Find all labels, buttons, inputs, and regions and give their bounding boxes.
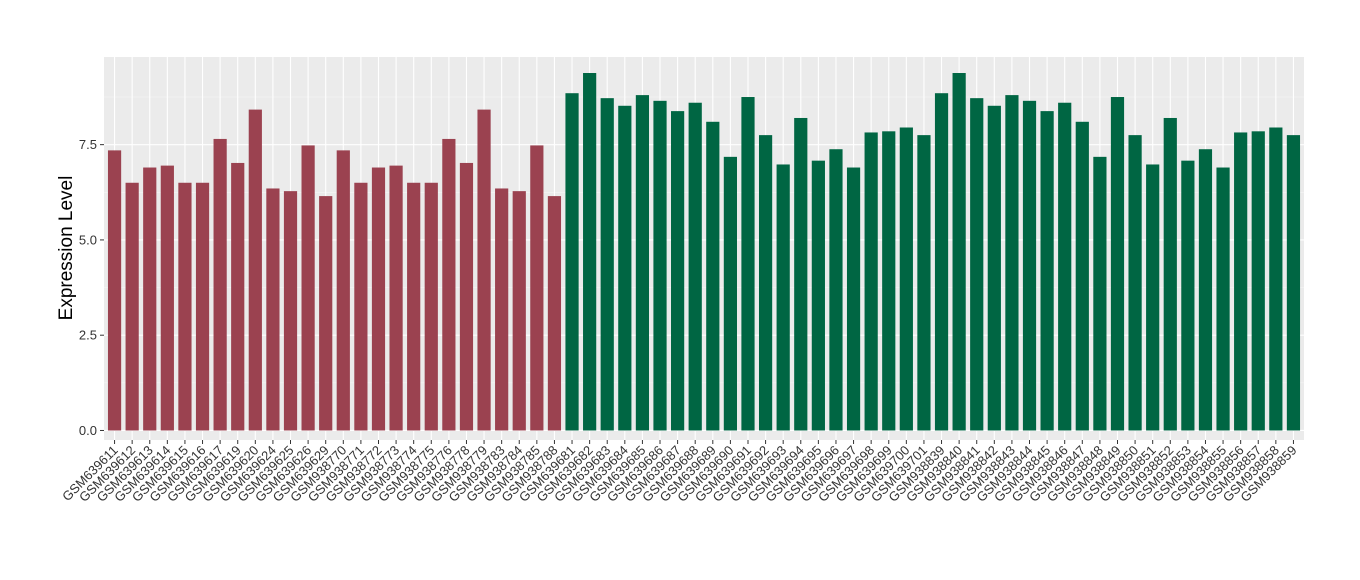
- bar: [1093, 156, 1107, 431]
- bar: [1216, 167, 1230, 431]
- bar: [758, 135, 773, 431]
- bar: [952, 73, 966, 431]
- bar: [495, 188, 509, 431]
- bar: [354, 182, 368, 431]
- y-tick-label: 5.0: [79, 232, 97, 247]
- bar: [1269, 127, 1283, 431]
- bar: [301, 145, 315, 431]
- bar: [811, 160, 825, 431]
- bar: [407, 182, 421, 431]
- y-axis-title: Expression Level: [56, 176, 77, 321]
- bar: [319, 196, 333, 431]
- bar: [934, 93, 949, 431]
- bar: [477, 109, 491, 431]
- bar: [671, 111, 685, 431]
- bar: [829, 149, 843, 431]
- bar: [459, 162, 474, 431]
- bars: [107, 73, 1301, 431]
- bar: [512, 191, 526, 431]
- bar: [1146, 164, 1160, 431]
- bar: [442, 138, 456, 431]
- x-axis: GSM639611GSM639612GSM639613GSM639614GSM6…: [59, 440, 1300, 505]
- bar: [864, 132, 878, 431]
- bar: [1163, 117, 1177, 431]
- bar: [899, 127, 913, 431]
- bar: [195, 182, 210, 431]
- bar: [1022, 100, 1037, 431]
- bar: [424, 182, 438, 431]
- bar: [1286, 135, 1301, 431]
- bar: [389, 165, 403, 431]
- y-tick-label: 0.0: [79, 423, 97, 438]
- bar: [1040, 111, 1054, 431]
- y-tick-label: 2.5: [79, 328, 97, 343]
- bar: [371, 167, 386, 431]
- bar: [107, 150, 122, 431]
- bar: [917, 135, 931, 431]
- bar: [565, 93, 579, 431]
- bar: [1128, 135, 1142, 431]
- bar: [143, 167, 157, 431]
- bar: [882, 131, 896, 431]
- y-tick-label: 7.5: [79, 137, 97, 152]
- bar: [530, 145, 544, 431]
- bar: [1181, 160, 1195, 431]
- bar: [125, 182, 139, 431]
- bar: [178, 182, 192, 431]
- bar: [1058, 102, 1072, 431]
- bar: [987, 105, 1001, 431]
- bar: [846, 167, 861, 431]
- y-axis: 0.0 2.5 5.0 7.5: [79, 137, 104, 438]
- bar: [231, 162, 245, 431]
- bar: [741, 97, 755, 431]
- bar: [688, 102, 702, 431]
- bar: [776, 164, 790, 431]
- bar: [618, 105, 632, 431]
- bar: [1198, 149, 1213, 431]
- bar: [248, 109, 262, 431]
- bar: [547, 196, 562, 431]
- bar: [336, 150, 350, 431]
- bar: [706, 121, 720, 431]
- bar: [583, 73, 597, 431]
- bar: [1234, 132, 1248, 431]
- bar: [160, 165, 174, 431]
- bar: [213, 138, 227, 431]
- bar: [723, 156, 737, 431]
- bar: [283, 191, 298, 431]
- bar: [1110, 97, 1125, 431]
- bar: [653, 100, 667, 431]
- bar: [1075, 121, 1089, 431]
- bar: [266, 188, 280, 431]
- bar: [635, 95, 650, 431]
- bar: [1005, 95, 1019, 431]
- bar: [600, 98, 614, 431]
- bar: [794, 117, 808, 431]
- bar: [970, 98, 984, 431]
- bar: [1251, 131, 1265, 431]
